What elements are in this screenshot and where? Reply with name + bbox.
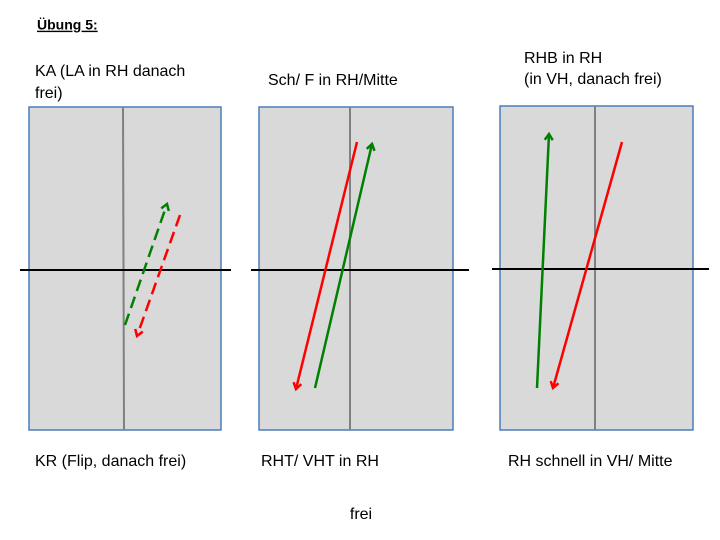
arrow-green bbox=[313, 144, 372, 389]
panel: KA (LA in RH danach frei) KR (Flip, dana… bbox=[20, 63, 231, 470]
panel: Sch/ F in RH/Mitte RHT/ VHT in RH bbox=[251, 72, 469, 470]
bottom-label: RH schnell in VH/ Mitte bbox=[508, 453, 673, 470]
center-line bbox=[122, 106, 125, 431]
arrow-green bbox=[535, 134, 549, 389]
top-label: frei) bbox=[35, 85, 63, 102]
bottom-label: KR (Flip, danach frei) bbox=[35, 453, 186, 470]
top-label: Sch/ F in RH/Mitte bbox=[268, 72, 398, 89]
top-label: KA (LA in RH danach bbox=[35, 63, 185, 80]
top-label: RHB in RH bbox=[524, 50, 602, 67]
table bbox=[258, 106, 454, 431]
footer: frei bbox=[350, 506, 372, 523]
arrow-red bbox=[137, 214, 182, 336]
top-label: (in VH, danach frei) bbox=[524, 71, 662, 88]
arrow-red bbox=[553, 141, 624, 388]
arrow-red bbox=[296, 141, 359, 389]
title: Übung 5: bbox=[37, 17, 98, 33]
bottom-label: RHT/ VHT in RH bbox=[261, 453, 379, 470]
table bbox=[28, 106, 222, 431]
arrow-green bbox=[123, 204, 167, 326]
panel: RHB in RH (in VH, danach frei) RH schnel… bbox=[492, 50, 709, 470]
